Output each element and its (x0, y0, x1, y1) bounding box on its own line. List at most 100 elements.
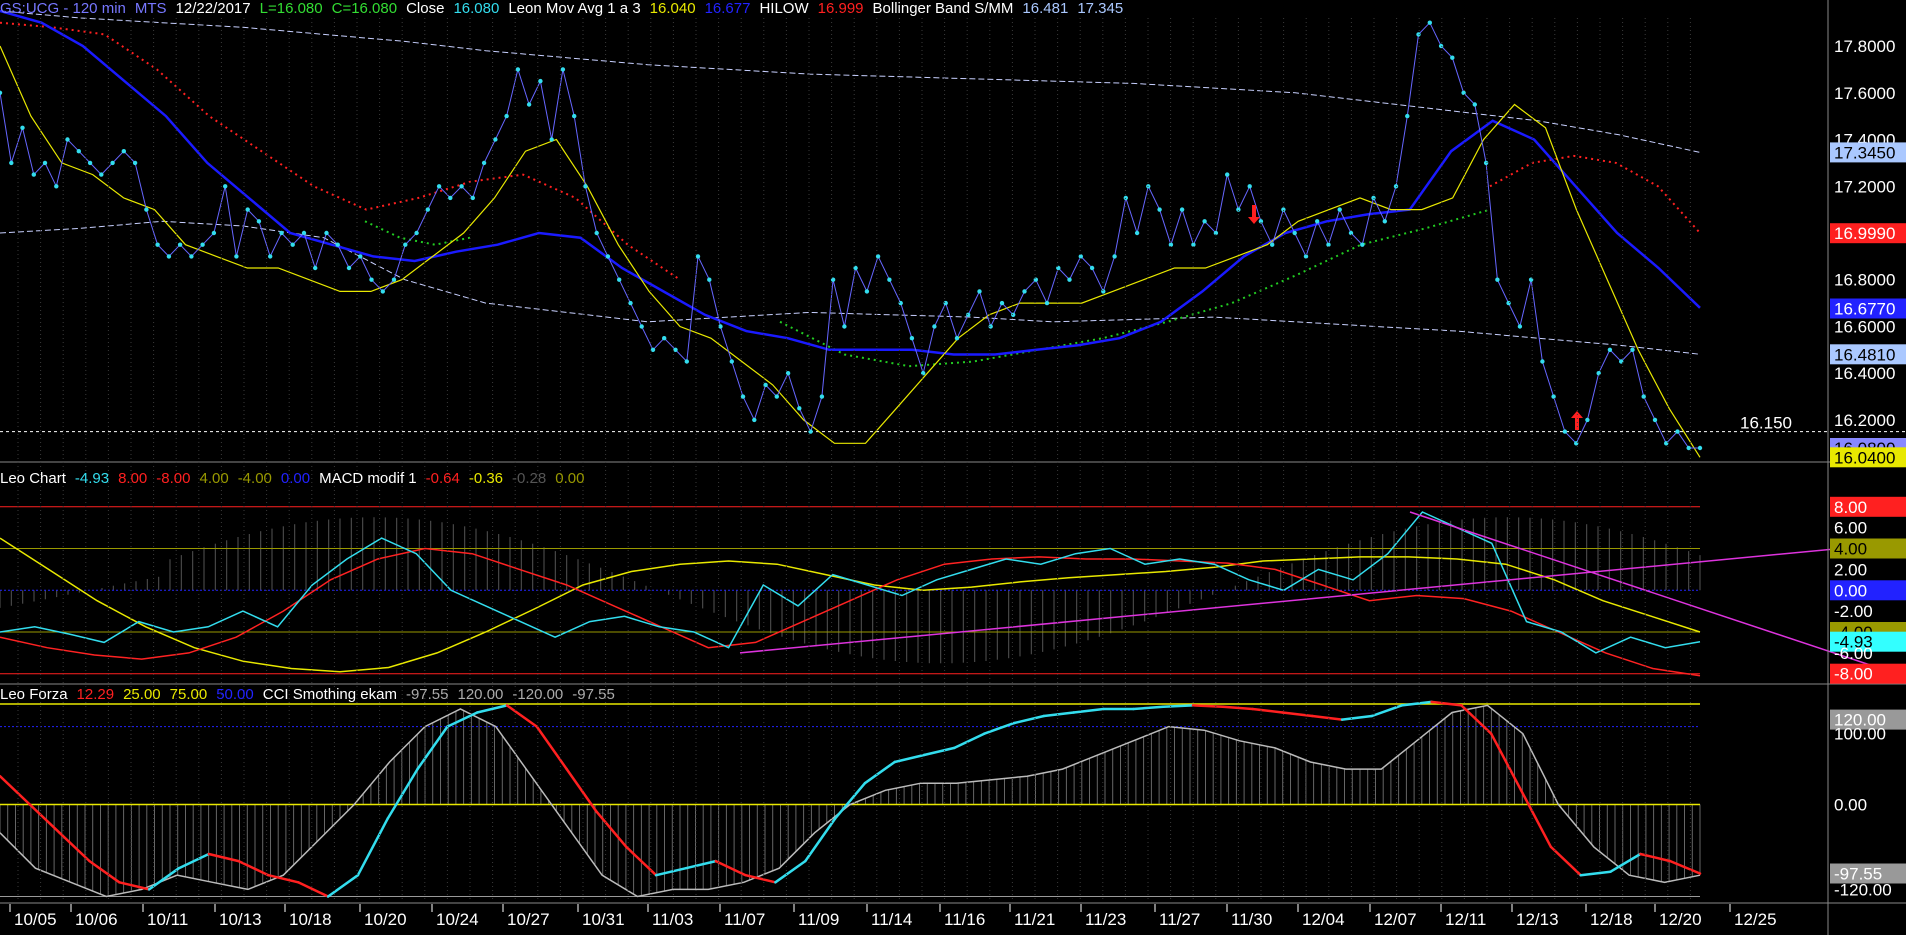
cci-smoothing-segment (147, 866, 181, 891)
cci-smoothing-segment (1668, 859, 1702, 875)
cci-smoothing-segment (475, 704, 509, 714)
close-point (425, 207, 430, 212)
close-point (1382, 219, 1388, 224)
macd-axis-label-marker (1830, 538, 1906, 559)
close-point (1562, 429, 1568, 434)
price-value-label: 16.4810 (1834, 345, 1895, 364)
date-tick-label: 11/07 (724, 910, 765, 929)
close-point (1619, 359, 1624, 364)
close-point (290, 242, 295, 247)
price-value-label: 16.0400 (1834, 448, 1895, 467)
close-point (1089, 265, 1095, 271)
close-point (1258, 219, 1264, 224)
close-point (684, 359, 689, 364)
close-point (1179, 207, 1185, 212)
macd-axis-label: 0.00 (1834, 581, 1867, 600)
close-point (1247, 184, 1252, 189)
cci-smoothing-segment (1311, 714, 1344, 721)
cci-smoothing-segment (863, 760, 896, 785)
price-tick-label: 16.4000 (1834, 364, 1895, 383)
support-dotted-line-1 (364, 220, 471, 246)
close-point (1495, 277, 1500, 282)
cci-smoothing-segment (1400, 700, 1433, 707)
cci-smoothing-segment (0, 774, 32, 806)
header_price-legend-item: Close (406, 0, 445, 17)
close-point (448, 195, 453, 201)
date-tick-label: 11/23 (1085, 910, 1126, 929)
cci-pane (0, 700, 1702, 898)
macd-axis-label: -2.00 (1834, 602, 1873, 621)
trendline-falling (1409, 511, 1906, 678)
price-tick-label: 16.6000 (1834, 318, 1895, 337)
close-point (572, 113, 577, 119)
price-value-label: 17.3450 (1834, 143, 1895, 162)
close-point (1191, 242, 1196, 247)
close-point (155, 242, 160, 247)
header_cci-legend-item: -97.55 (572, 686, 615, 703)
close-point (87, 160, 93, 166)
header_macd-legend-item: 8.00 (118, 470, 148, 487)
close-point (54, 184, 59, 189)
macd-axis-label: 2.00 (1834, 560, 1867, 579)
close-point (335, 242, 340, 247)
header_cci-legend-item: 25.00 (123, 686, 161, 703)
cci-smoothing-segment (833, 781, 867, 820)
close-point (504, 113, 509, 119)
date-tick-label: 10/18 (289, 910, 332, 929)
date-tick-label: 10/31 (582, 910, 625, 929)
date-tick-label: 10/27 (507, 910, 550, 929)
close-point (1270, 242, 1275, 247)
header_macd-legend-item: -0.28 (512, 470, 547, 487)
close-point (1337, 207, 1342, 212)
cci-axis-label-marker (1830, 863, 1906, 884)
cursor-price-label: 16.150 (1740, 414, 1792, 433)
close-point (1641, 394, 1646, 399)
price-tick-label: 16.2000 (1834, 411, 1895, 430)
close-point (842, 324, 847, 329)
close-point (403, 242, 408, 247)
close-point (0, 90, 3, 95)
close-point (20, 125, 25, 130)
cci-axis-label: -97.55 (1834, 865, 1882, 884)
close-point (1675, 429, 1680, 434)
cci-smoothing-segment (177, 852, 211, 870)
close-point (785, 371, 791, 376)
cci-smoothing-segment (535, 725, 568, 771)
close-point (1416, 32, 1421, 37)
date-tick-label: 11/30 (1231, 910, 1272, 929)
header_macd-legend-item: -4.93 (74, 470, 110, 487)
date-tick-label: 11/09 (798, 910, 839, 929)
close-point (1652, 417, 1658, 423)
close-point (436, 184, 442, 189)
macd-axis-label: 8.00 (1834, 498, 1867, 517)
cci-axis-label: 0.00 (1834, 796, 1867, 815)
date-tick-label: 11/14 (871, 910, 912, 929)
close-point (1225, 172, 1230, 177)
close-point (932, 324, 937, 329)
macd-axis-label: 6.00 (1834, 519, 1867, 538)
close-point (763, 382, 768, 388)
close-point (1281, 207, 1286, 212)
header_price-legend-item: 12/22/2017 (175, 0, 251, 17)
close-point (200, 242, 205, 247)
close-point (639, 324, 644, 329)
close-point (459, 184, 464, 189)
close-point (662, 336, 667, 341)
cci-smoothing-segment (774, 859, 807, 884)
cci-smoothing-segment (416, 725, 449, 771)
close-point (493, 137, 498, 142)
header_macd-legend-item: 0.00 (555, 470, 585, 487)
price-value-label-marker (1830, 447, 1906, 468)
close-point (650, 347, 656, 352)
price-value-label-marker (1830, 142, 1906, 163)
close-point (977, 289, 982, 294)
close-point (695, 254, 701, 259)
macd-pane-legend: Leo Chart -4.93 8.00 -8.00 4.00 -4.00 0.00 MACD… (0, 470, 593, 488)
header_macd-legend-item: Leo Chart (0, 470, 66, 487)
cci-axis-label: 100.00 (1834, 725, 1886, 744)
header_macd-legend-item: -8.00 (156, 470, 191, 487)
close-point (234, 254, 239, 259)
cci-smoothing-segment (1549, 845, 1582, 877)
close-point (301, 230, 307, 236)
date-tick-label: 12/07 (1374, 910, 1417, 929)
